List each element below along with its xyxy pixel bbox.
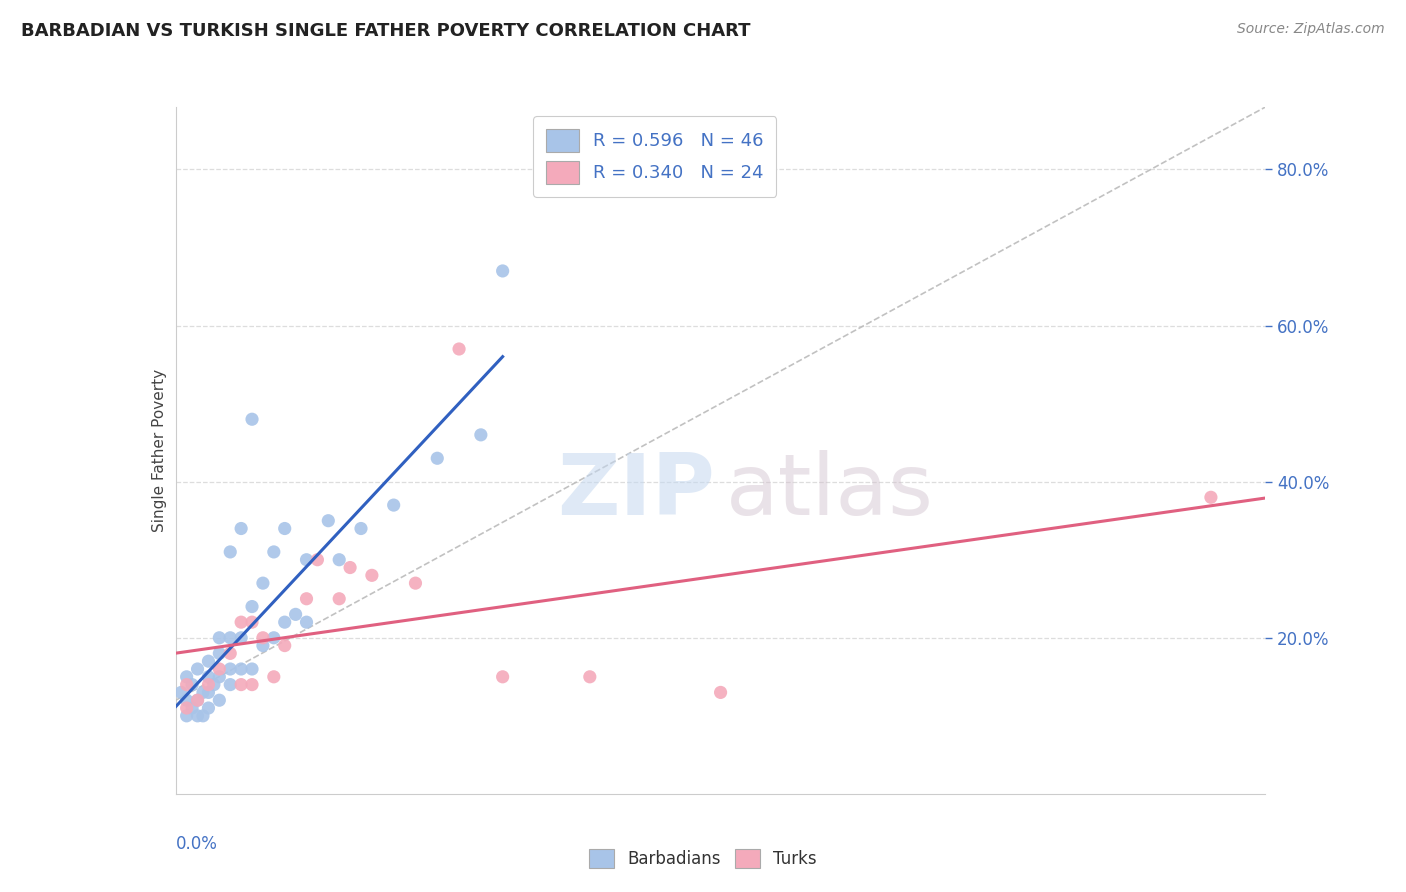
Point <box>240 615 263 630</box>
Point <box>295 591 318 606</box>
Point <box>307 552 329 567</box>
Point <box>170 685 193 699</box>
Text: Source: ZipAtlas.com: Source: ZipAtlas.com <box>1237 22 1385 37</box>
Point <box>339 560 361 574</box>
Point <box>350 521 373 535</box>
Point <box>219 545 242 559</box>
Point <box>579 670 602 684</box>
Point <box>231 521 253 535</box>
Point <box>240 599 263 614</box>
Point <box>240 412 263 426</box>
Text: ZIP: ZIP <box>557 450 716 533</box>
Point <box>176 701 198 715</box>
Point <box>197 685 219 699</box>
Point <box>240 678 263 692</box>
Point <box>252 576 274 591</box>
Point <box>470 427 492 442</box>
Text: BARBADIAN VS TURKISH SINGLE FATHER POVERTY CORRELATION CHART: BARBADIAN VS TURKISH SINGLE FATHER POVER… <box>21 22 751 40</box>
Point <box>186 693 209 707</box>
Point <box>263 631 285 645</box>
Point <box>252 639 274 653</box>
Point <box>197 678 219 692</box>
Point <box>492 670 515 684</box>
Point <box>360 568 382 582</box>
Point <box>219 646 242 660</box>
Point <box>263 670 285 684</box>
Point <box>231 631 253 645</box>
Point <box>197 701 219 715</box>
Point <box>176 708 198 723</box>
Point <box>295 615 318 630</box>
Point <box>328 552 350 567</box>
Point <box>176 693 198 707</box>
Point <box>492 264 515 278</box>
Point <box>176 670 198 684</box>
Point <box>318 514 340 528</box>
Point <box>176 678 198 692</box>
Point <box>263 545 285 559</box>
Point <box>447 342 470 356</box>
Point <box>208 670 231 684</box>
Point <box>219 678 242 692</box>
Point <box>252 631 274 645</box>
Point <box>231 662 253 676</box>
Text: 0.0%: 0.0% <box>176 835 218 853</box>
Point <box>274 521 297 535</box>
Point <box>405 576 427 591</box>
Point <box>274 639 297 653</box>
Point <box>295 552 318 567</box>
Point <box>231 678 253 692</box>
Point <box>191 685 214 699</box>
Point <box>219 631 242 645</box>
Point <box>181 701 204 715</box>
Point <box>208 693 231 707</box>
Point <box>202 678 225 692</box>
Point <box>186 693 209 707</box>
Point <box>231 615 253 630</box>
Point <box>328 591 350 606</box>
Point <box>197 654 219 668</box>
Point <box>186 708 209 723</box>
Legend: R = 0.596   N = 46, R = 0.340   N = 24: R = 0.596 N = 46, R = 0.340 N = 24 <box>533 116 776 197</box>
Point <box>426 451 449 466</box>
Point <box>208 631 231 645</box>
Point <box>191 708 214 723</box>
Point <box>219 662 242 676</box>
Point <box>208 646 231 660</box>
Point <box>274 615 297 630</box>
Text: atlas: atlas <box>725 450 934 533</box>
Point <box>208 662 231 676</box>
Point <box>382 498 405 512</box>
Point <box>240 662 263 676</box>
Point <box>1199 490 1222 504</box>
Point <box>710 685 733 699</box>
Point <box>186 662 209 676</box>
Y-axis label: Single Father Poverty: Single Father Poverty <box>152 369 167 532</box>
Point <box>181 678 204 692</box>
Point <box>284 607 307 622</box>
Point <box>197 670 219 684</box>
Legend: Barbadians, Turks: Barbadians, Turks <box>582 843 824 875</box>
